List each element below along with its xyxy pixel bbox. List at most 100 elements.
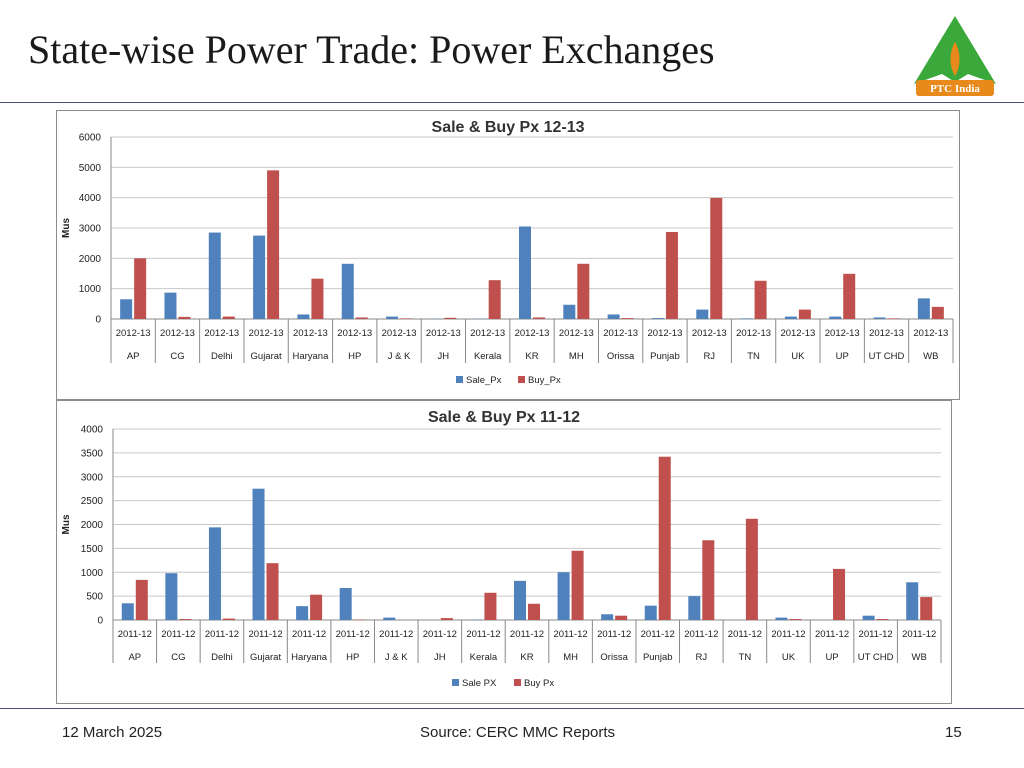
x-period-label: 2012-13 (204, 328, 239, 339)
x-category-label: AP (128, 652, 141, 663)
y-tick-label: 4000 (79, 193, 102, 204)
bar-sale (557, 572, 570, 620)
y-tick-label: 500 (86, 592, 103, 603)
bar-buy (484, 592, 497, 620)
chart-12-13-svg: Sale & Buy Px 12-13 0 1000 2000 3000 4000 5000… (61, 119, 954, 386)
bar-buy (577, 263, 590, 319)
bar-buy (876, 619, 889, 620)
x-period-label: 2011-12 (336, 629, 370, 640)
y-axis-label: Mus (61, 218, 72, 238)
x-period-label: 2011-12 (423, 629, 457, 640)
bar-sale (386, 316, 399, 319)
bar-buy (222, 618, 235, 620)
x-category-label: Delhi (211, 652, 233, 663)
bar-sale (607, 314, 620, 319)
bar-buy (528, 603, 540, 620)
bar-sale (563, 304, 576, 319)
x-period-label: 2011-12 (902, 629, 936, 640)
x-category-label: MH (563, 652, 578, 663)
x-category-label: UP (825, 652, 838, 663)
x-period-label: 2012-13 (337, 328, 372, 339)
chart-sale-buy-11-12: Sale & Buy Px 11-12 0 500 1000 1500 2000 2500 3… (56, 400, 952, 704)
bar-sale (121, 603, 134, 620)
slide-title: State-wise Power Trade: Power Exchanges (28, 27, 715, 72)
x-period-label: 2011-12 (379, 629, 413, 640)
bar-sale (341, 263, 354, 319)
legend-swatch (456, 376, 463, 383)
bar-buy (178, 316, 191, 319)
x-category-label: WB (912, 652, 927, 663)
x-period-label: 2011-12 (205, 629, 239, 640)
x-period-label: 2011-12 (118, 629, 152, 640)
x-period-label: 2012-13 (116, 328, 151, 339)
x-period-label: 2012-13 (382, 328, 417, 339)
x-category-label: CG (171, 652, 185, 663)
bar-buy (658, 456, 671, 620)
y-tick-label: 2000 (81, 520, 104, 531)
x-period-label: 2011-12 (684, 629, 718, 640)
bar-sale (296, 606, 309, 620)
x-period-label: 2011-12 (597, 629, 631, 640)
x-category-label: Punjab (650, 351, 680, 362)
bar-buy (311, 278, 324, 319)
bar-buy (135, 579, 148, 620)
legend-swatch (518, 376, 525, 383)
x-category-label: UT CHD (869, 351, 905, 362)
footer-date: 12 March 2025 (62, 724, 163, 741)
x-category-label: Delhi (211, 351, 233, 362)
footer-source: Source: CERC MMC Reports (420, 724, 616, 741)
x-period-label: 2012-13 (470, 328, 505, 339)
y-tick-label: 2500 (81, 496, 104, 507)
x-category-label: Kerala (474, 351, 502, 362)
x-category-label: HP (346, 652, 359, 663)
ptc-india-logo: PTC India (914, 16, 996, 96)
x-category-label: Orissa (607, 351, 635, 362)
x-category-label: RJ (703, 351, 715, 362)
x-period-label: 2012-13 (515, 328, 550, 339)
y-axis-label: Mus (61, 514, 72, 534)
footer-rule (0, 708, 1024, 709)
y-tick-label: 4000 (81, 425, 104, 436)
x-category-label: Gujarat (250, 652, 282, 663)
y-tick-label: 0 (95, 315, 101, 326)
bar-buy (621, 318, 634, 319)
bar-buy (533, 317, 545, 319)
x-category-label: Orissa (600, 652, 628, 663)
bar-sale (917, 298, 930, 319)
bar-sale (740, 318, 753, 319)
bar-sale (164, 292, 177, 319)
bar-sale (775, 617, 788, 620)
x-period-label: 2011-12 (510, 629, 544, 640)
bar-buy (440, 618, 453, 620)
y-tick-label: 3000 (79, 224, 102, 235)
bar-sale (165, 573, 178, 620)
x-category-label: MH (569, 351, 584, 362)
bar-buy (310, 594, 323, 620)
x-period-label: 2011-12 (728, 629, 762, 640)
bar-sale (519, 226, 531, 319)
bar-buy (488, 280, 501, 319)
legend-label: Sale_Px (466, 375, 502, 386)
title-rule (0, 102, 1024, 103)
x-period-label: 2012-13 (648, 328, 683, 339)
bar-buy (798, 309, 811, 319)
x-category-label: J & K (385, 652, 408, 663)
x-period-label: 2011-12 (859, 629, 893, 640)
bar-sale (208, 527, 221, 620)
y-tick-label: 1500 (81, 544, 104, 555)
x-period-label: 2011-12 (466, 629, 500, 640)
x-category-label: JH (438, 351, 450, 362)
x-period-label: 2011-12 (292, 629, 326, 640)
page-number: 15 (945, 724, 962, 741)
x-category-label: TN (747, 351, 760, 362)
bar-sale (696, 309, 709, 319)
bar-buy (931, 306, 944, 319)
y-tick-label: 0 (97, 616, 103, 627)
bar-buy (179, 619, 192, 620)
x-category-label: KR (520, 652, 533, 663)
x-category-label: Haryana (291, 652, 328, 663)
x-period-label: 2012-13 (160, 328, 195, 339)
y-tick-label: 5000 (79, 163, 102, 174)
bar-sale (644, 605, 657, 620)
x-period-label: 2012-13 (736, 328, 771, 339)
